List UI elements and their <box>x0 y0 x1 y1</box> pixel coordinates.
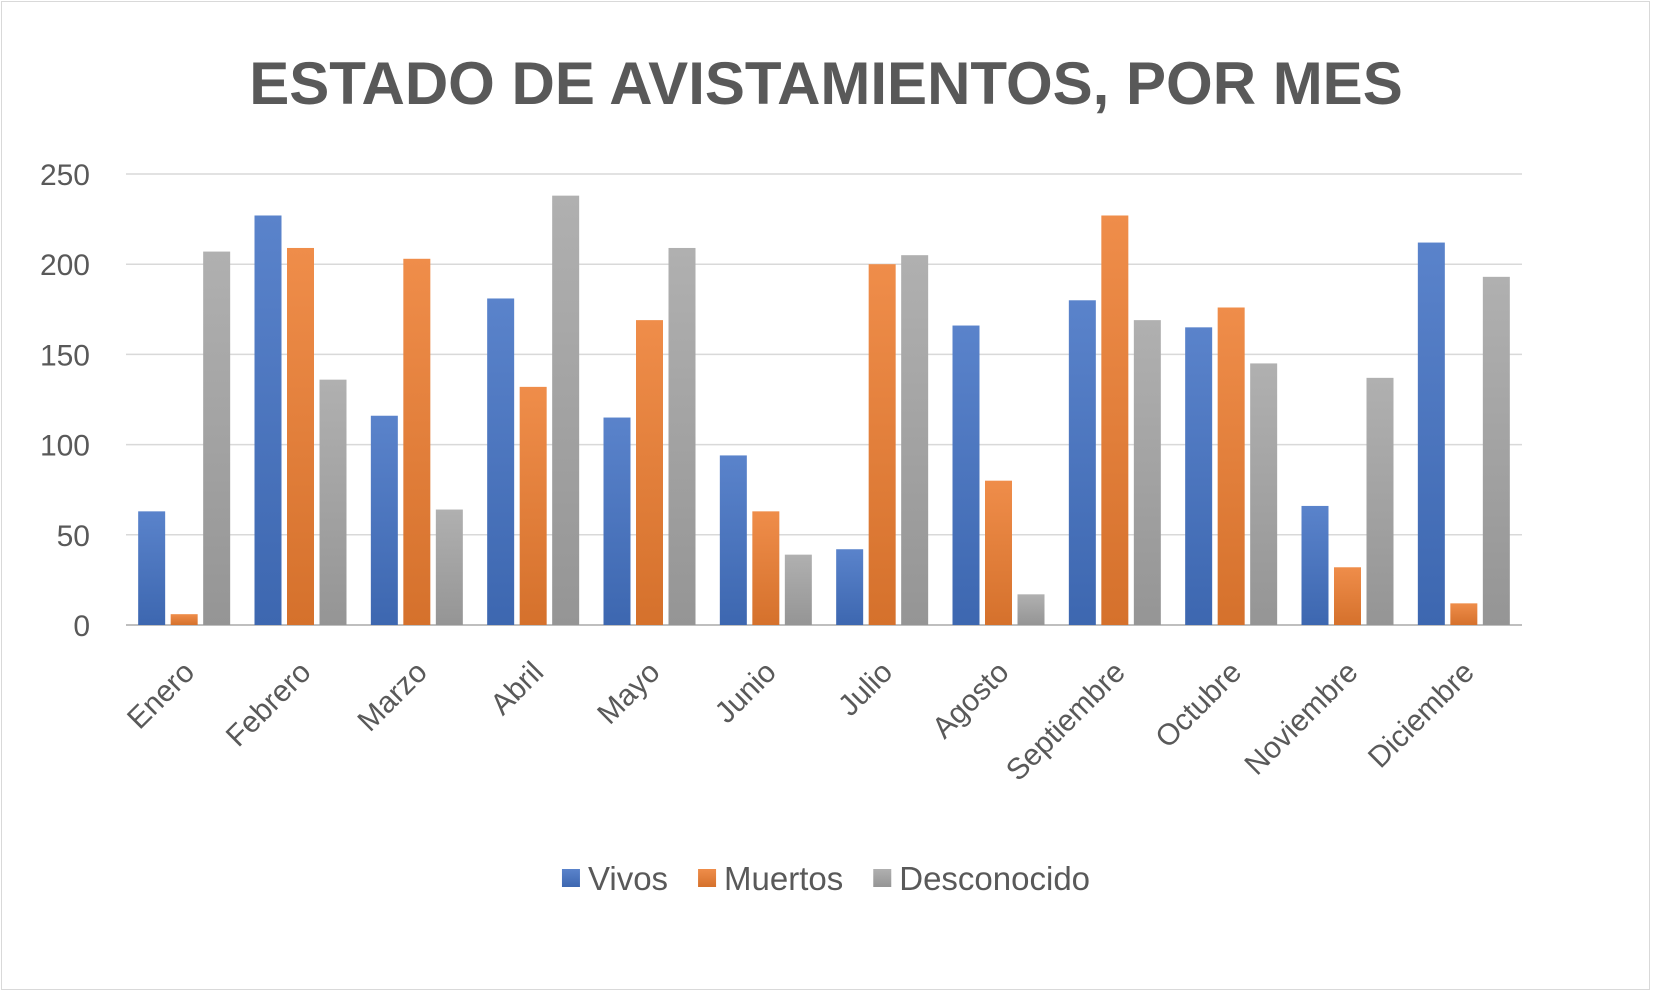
bar-vivos-julio <box>836 549 864 625</box>
y-tick-label: 0 <box>73 610 90 643</box>
bar-vivos-noviembre <box>1301 505 1329 625</box>
x-axis-ticks: Enero Febrero Marzo Abril Mayo Junio Julio Agos… <box>121 656 1481 788</box>
y-tick-label: 200 <box>40 249 90 282</box>
bar-vivos-abril <box>487 298 515 625</box>
bar-vivos-febrero <box>254 215 282 625</box>
x-tick-label: Septiembre <box>1000 656 1132 788</box>
x-tick-label: Junio <box>709 656 783 730</box>
gridlines <box>126 173 1522 626</box>
bar-vivos-mayo <box>603 417 631 625</box>
bar-desconocido-marzo <box>435 509 463 625</box>
bar-muertos-septiembre <box>1101 215 1129 625</box>
x-tick-label: Abril <box>484 656 550 722</box>
bar-muertos-febrero <box>287 247 314 626</box>
legend-label-desconocido: Desconocido <box>899 860 1090 897</box>
legend-swatch-desconocido <box>873 869 892 887</box>
bar-muertos-diciembre <box>1450 603 1478 625</box>
x-tick-label: Marzo <box>352 656 434 738</box>
bar-desconocido-diciembre <box>1482 276 1510 625</box>
x-tick-label: Noviembre <box>1239 656 1365 782</box>
bar-desconocido-julio <box>901 255 929 625</box>
legend: Vivos Muertos Desconocido <box>561 860 1090 897</box>
chart-title: ESTADO DE AVISTAMIENTOS, POR MES <box>249 50 1402 117</box>
x-tick-label: Octubre <box>1149 656 1248 755</box>
bar-desconocido-junio <box>784 554 812 625</box>
bar-vivos-septiembre <box>1068 300 1096 625</box>
bar-muertos-enero <box>170 614 198 625</box>
bar-muertos-mayo <box>636 320 663 625</box>
legend-swatch-vivos <box>561 869 580 887</box>
x-tick-label: Febrero <box>220 656 318 754</box>
legend-label-muertos: Muertos <box>724 860 843 897</box>
bar-desconocido-octubre <box>1250 363 1278 625</box>
bar-vivos-agosto <box>952 325 980 625</box>
legend-label-vivos: Vivos <box>588 860 668 897</box>
bar-desconocido-agosto <box>1017 594 1045 625</box>
legend-swatch-muertos <box>698 869 717 887</box>
bars <box>138 195 1510 626</box>
bar-desconocido-noviembre <box>1366 377 1394 625</box>
bar-vivos-octubre <box>1185 327 1213 625</box>
x-tick-label: Enero <box>121 656 201 736</box>
bar-vivos-marzo <box>370 415 398 625</box>
y-tick-label: 150 <box>40 339 90 372</box>
y-tick-label: 100 <box>40 430 90 463</box>
bar-vivos-enero <box>138 511 166 625</box>
x-tick-label: Mayo <box>591 656 666 731</box>
bar-muertos-marzo <box>403 258 431 625</box>
bar-muertos-agosto <box>985 480 1012 625</box>
bar-muertos-noviembre <box>1334 567 1361 625</box>
bar-muertos-junio <box>752 511 780 625</box>
bar-desconocido-febrero <box>319 379 347 625</box>
bar-vivos-diciembre <box>1417 242 1445 625</box>
y-tick-label: 250 <box>40 159 90 192</box>
bar-desconocido-mayo <box>668 247 696 626</box>
bar-desconocido-enero <box>203 251 231 625</box>
x-tick-label: Julio <box>832 656 899 723</box>
bar-desconocido-abril <box>552 195 580 625</box>
bar-muertos-octubre <box>1217 307 1245 625</box>
y-axis-ticks: 0 50 100 150 200 250 <box>40 159 90 643</box>
x-tick-label: Diciembre <box>1362 656 1481 775</box>
bar-vivos-junio <box>719 455 747 625</box>
bar-desconocido-septiembre <box>1133 320 1161 625</box>
y-tick-label: 50 <box>57 520 90 553</box>
bar-muertos-julio <box>868 264 896 625</box>
x-tick-label: Agosto <box>926 656 1015 745</box>
bar-muertos-abril <box>519 386 547 625</box>
